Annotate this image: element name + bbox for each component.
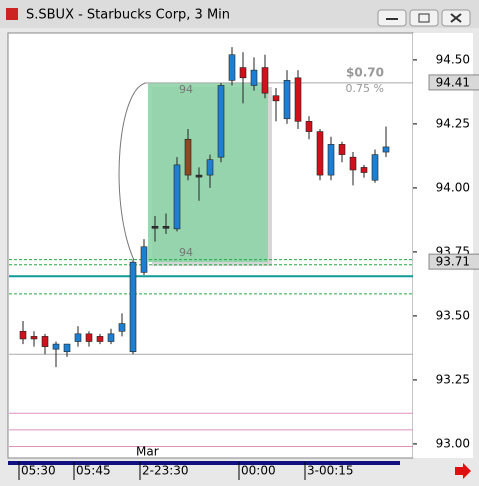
candle-body [19, 330, 27, 340]
candle-body [41, 336, 49, 347]
measure-percent: 0.75 % [346, 82, 384, 95]
candle-body [118, 323, 126, 332]
close-icon [450, 13, 462, 23]
x-tick-label: 05:45 [76, 464, 111, 478]
candle-body [283, 80, 291, 120]
annotation: Mar [136, 445, 159, 459]
candle-body [63, 343, 71, 353]
price-highlight-box [428, 74, 479, 91]
y-tick-label: 93.25 [436, 372, 470, 386]
y-tick-label: 94.50 [436, 52, 470, 66]
y-tick-label: 94.25 [436, 116, 470, 130]
candle-body [371, 154, 379, 181]
chart-title: S.SBUX - Starbucks Corp, 3 Min [26, 8, 230, 23]
candle-body [327, 144, 335, 176]
y-axis-area [413, 33, 473, 458]
app-icon [6, 8, 18, 20]
candle-body [294, 77, 302, 122]
candle-body [349, 156, 357, 171]
candle-body [52, 343, 60, 350]
measure-change: $0.70 [346, 65, 384, 79]
y-tick-label: 93.50 [436, 308, 470, 322]
price-highlight-box [428, 253, 479, 270]
price-highlight-label: 93.71 [436, 255, 470, 269]
x-tick-label: 05:30 [21, 464, 56, 478]
candle-body [382, 146, 390, 153]
candle-body [250, 69, 258, 86]
x-tick-label: 2-23:30 [142, 464, 189, 478]
y-tick-label: 93.00 [436, 436, 470, 450]
candle-body [173, 164, 181, 230]
candle-body [140, 246, 148, 273]
candle-body [96, 336, 104, 342]
candle-body [85, 333, 93, 342]
measure-arc [118, 82, 149, 261]
price-highlight-label: 94.41 [436, 75, 470, 89]
x-tick-label: 00:00 [241, 464, 276, 478]
scroll-arrow[interactable] [455, 463, 471, 479]
candle-body [74, 333, 82, 342]
candle-body [162, 225, 170, 229]
candle-body [239, 67, 247, 79]
candle-body [338, 144, 346, 155]
candle-body [305, 121, 313, 132]
candle-body [360, 167, 368, 173]
candle-body [228, 54, 236, 81]
candle-body [151, 225, 159, 229]
maximize-button[interactable] [409, 9, 439, 27]
candle-body [107, 333, 115, 342]
candle-body [217, 85, 225, 158]
candle-body [129, 261, 137, 353]
candle-body [184, 138, 192, 176]
candle-body [272, 95, 280, 102]
x-tick-label: 3-00:15 [307, 464, 354, 478]
measure-top-label: 94 [179, 83, 193, 96]
time-bar [8, 461, 400, 465]
candle-body [195, 174, 203, 178]
maximize-icon [418, 13, 430, 23]
measure-bottom-label: 94 [179, 246, 193, 259]
y-tick-label: 94.00 [436, 180, 470, 194]
candle-body [261, 67, 269, 94]
candle-body [316, 131, 324, 176]
candle-body [206, 159, 214, 176]
candle-body [30, 336, 38, 340]
